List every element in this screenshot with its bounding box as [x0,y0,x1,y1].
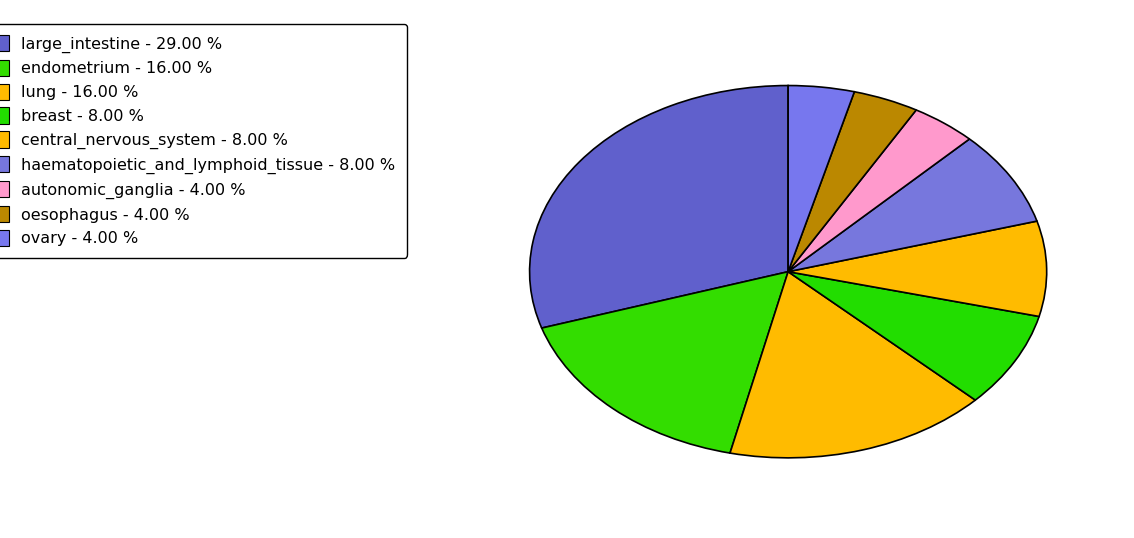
Wedge shape [788,86,854,272]
Wedge shape [788,139,1036,272]
Legend: large_intestine - 29.00 %, endometrium - 16.00 %, lung - 16.00 %, breast - 8.00 : large_intestine - 29.00 %, endometrium -… [0,24,407,258]
Wedge shape [788,92,916,272]
Wedge shape [788,272,1039,400]
Wedge shape [530,86,788,328]
Wedge shape [730,272,975,458]
Wedge shape [542,272,788,453]
Wedge shape [788,221,1047,316]
Wedge shape [788,110,970,272]
